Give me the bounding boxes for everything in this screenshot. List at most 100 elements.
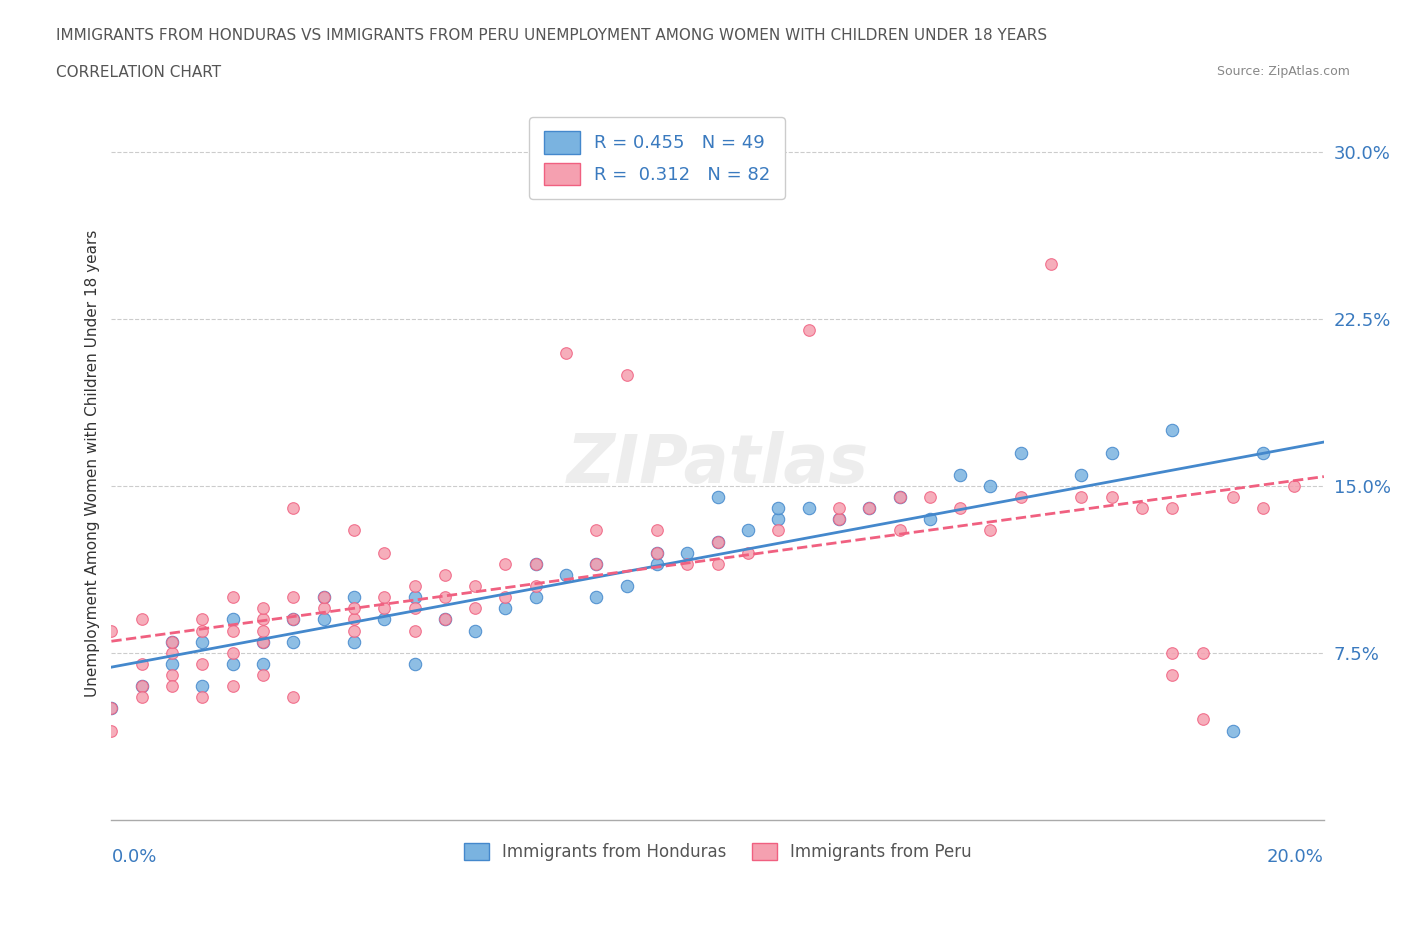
Point [797, 500, 820, 515]
Point [585, 556, 607, 571]
Point [524, 556, 547, 571]
Point [404, 590, 426, 604]
Point [1191, 712, 1213, 727]
Point [252, 612, 274, 627]
Point [524, 590, 547, 604]
Point [283, 590, 305, 604]
Point [768, 512, 790, 526]
Point [1070, 490, 1092, 505]
Point [1161, 668, 1184, 683]
Point [252, 668, 274, 683]
Text: Source: ZipAtlas.com: Source: ZipAtlas.com [1216, 65, 1350, 78]
Point [191, 623, 214, 638]
Point [221, 612, 243, 627]
Point [221, 657, 243, 671]
Point [221, 590, 243, 604]
Point [495, 556, 517, 571]
Point [737, 545, 759, 560]
Point [524, 578, 547, 593]
Point [252, 634, 274, 649]
Point [1161, 423, 1184, 438]
Point [706, 534, 728, 549]
Point [312, 590, 335, 604]
Point [585, 523, 607, 538]
Point [160, 679, 183, 694]
Point [676, 545, 699, 560]
Point [100, 724, 122, 738]
Point [1070, 468, 1092, 483]
Point [131, 679, 153, 694]
Point [433, 612, 456, 627]
Point [555, 567, 578, 582]
Point [949, 500, 972, 515]
Point [373, 545, 395, 560]
Text: IMMIGRANTS FROM HONDURAS VS IMMIGRANTS FROM PERU UNEMPLOYMENT AMONG WOMEN WITH C: IMMIGRANTS FROM HONDURAS VS IMMIGRANTS F… [56, 28, 1047, 43]
Point [283, 634, 305, 649]
Point [706, 534, 728, 549]
Point [645, 545, 668, 560]
Point [191, 679, 214, 694]
Point [283, 612, 305, 627]
Point [737, 523, 759, 538]
Point [433, 567, 456, 582]
Point [373, 612, 395, 627]
Point [131, 679, 153, 694]
Point [555, 345, 578, 360]
Point [979, 479, 1001, 494]
Point [1251, 445, 1274, 460]
Point [524, 556, 547, 571]
Point [1040, 256, 1063, 271]
Point [918, 490, 941, 505]
Point [252, 623, 274, 638]
Point [404, 623, 426, 638]
Point [828, 500, 851, 515]
Point [1222, 490, 1244, 505]
Point [131, 657, 153, 671]
Point [889, 490, 911, 505]
Point [979, 523, 1001, 538]
Point [495, 590, 517, 604]
Point [706, 556, 728, 571]
Point [343, 612, 366, 627]
Point [343, 601, 366, 616]
Point [191, 634, 214, 649]
Point [889, 523, 911, 538]
Point [585, 590, 607, 604]
Point [283, 612, 305, 627]
Point [191, 657, 214, 671]
Text: ZIPatlas: ZIPatlas [567, 431, 869, 497]
Point [221, 645, 243, 660]
Point [1282, 479, 1305, 494]
Point [464, 578, 486, 593]
Point [160, 657, 183, 671]
Point [1010, 445, 1032, 460]
Point [768, 500, 790, 515]
Point [828, 512, 851, 526]
Point [1161, 645, 1184, 660]
Point [1101, 490, 1123, 505]
Point [100, 701, 122, 716]
Point [160, 634, 183, 649]
Point [252, 657, 274, 671]
Point [160, 634, 183, 649]
Point [797, 323, 820, 338]
Point [768, 523, 790, 538]
Point [1191, 645, 1213, 660]
Point [160, 645, 183, 660]
Point [131, 690, 153, 705]
Point [645, 545, 668, 560]
Point [100, 623, 122, 638]
Point [252, 634, 274, 649]
Point [918, 512, 941, 526]
Point [312, 601, 335, 616]
Point [1222, 724, 1244, 738]
Point [252, 601, 274, 616]
Legend: Immigrants from Honduras, Immigrants from Peru: Immigrants from Honduras, Immigrants fro… [457, 837, 979, 868]
Point [676, 556, 699, 571]
Point [949, 468, 972, 483]
Point [495, 601, 517, 616]
Point [404, 578, 426, 593]
Point [404, 601, 426, 616]
Point [221, 623, 243, 638]
Point [343, 590, 366, 604]
